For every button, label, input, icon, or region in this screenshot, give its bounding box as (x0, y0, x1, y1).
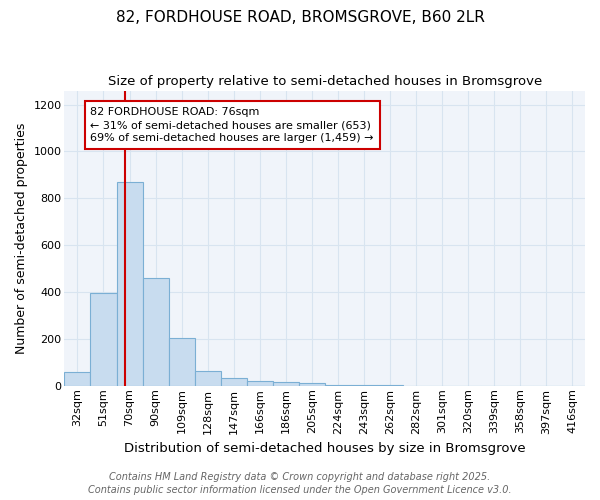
Y-axis label: Number of semi-detached properties: Number of semi-detached properties (15, 122, 28, 354)
Text: 82 FORDHOUSE ROAD: 76sqm
← 31% of semi-detached houses are smaller (653)
69% of : 82 FORDHOUSE ROAD: 76sqm ← 31% of semi-d… (91, 107, 374, 144)
Text: 82, FORDHOUSE ROAD, BROMSGROVE, B60 2LR: 82, FORDHOUSE ROAD, BROMSGROVE, B60 2LR (116, 10, 484, 25)
Bar (325, 384, 351, 386)
Bar (91, 293, 116, 386)
Bar (299, 384, 325, 386)
X-axis label: Distribution of semi-detached houses by size in Bromsgrove: Distribution of semi-detached houses by … (124, 442, 526, 455)
Bar (351, 385, 377, 386)
Bar (143, 278, 169, 386)
Title: Size of property relative to semi-detached houses in Bromsgrove: Size of property relative to semi-detach… (107, 75, 542, 88)
Bar (272, 382, 299, 386)
Bar (116, 182, 143, 386)
Bar (169, 338, 194, 386)
Text: Contains HM Land Registry data © Crown copyright and database right 2025.
Contai: Contains HM Land Registry data © Crown c… (88, 472, 512, 495)
Bar (194, 370, 221, 386)
Bar (221, 378, 247, 386)
Bar (247, 380, 272, 386)
Bar (64, 372, 91, 386)
